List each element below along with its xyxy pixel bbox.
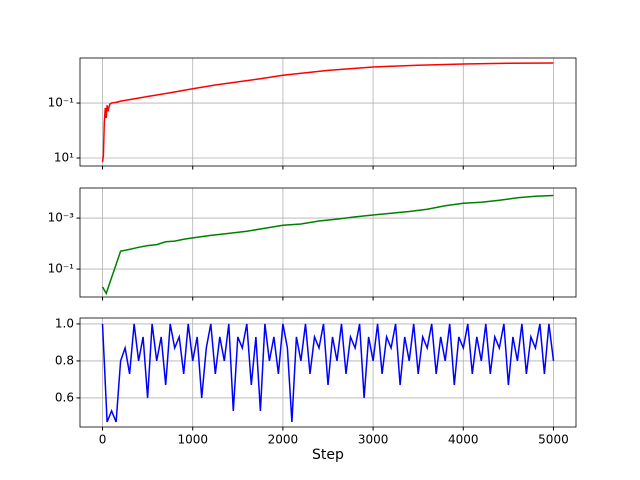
y-tick-label: 10⁻¹	[48, 262, 75, 276]
x-tick-label: 2000	[268, 433, 299, 447]
y-tick-label: 1.0	[55, 316, 74, 330]
x-tick-label: 5000	[538, 433, 569, 447]
x-axis-label: Step	[312, 447, 344, 463]
axes-frame	[79, 57, 577, 167]
y-tick-label: 0.6	[55, 390, 74, 404]
x-tick-label: 3000	[358, 433, 389, 447]
y-tick-label: 10⁻¹	[48, 96, 75, 110]
axes-frame	[79, 317, 577, 428]
x-tick-label: 4000	[448, 433, 479, 447]
y-tick-label: 10¹	[54, 151, 74, 165]
y-tick-label: 0.8	[55, 353, 74, 367]
x-tick-label: 1000	[177, 433, 208, 447]
data-line	[101, 194, 554, 296]
axes-frame	[79, 187, 577, 298]
x-tick-label: 0	[99, 433, 107, 447]
data-line	[101, 62, 554, 163]
y-tick-label: 10⁻³	[48, 211, 75, 225]
data-line	[101, 323, 555, 423]
